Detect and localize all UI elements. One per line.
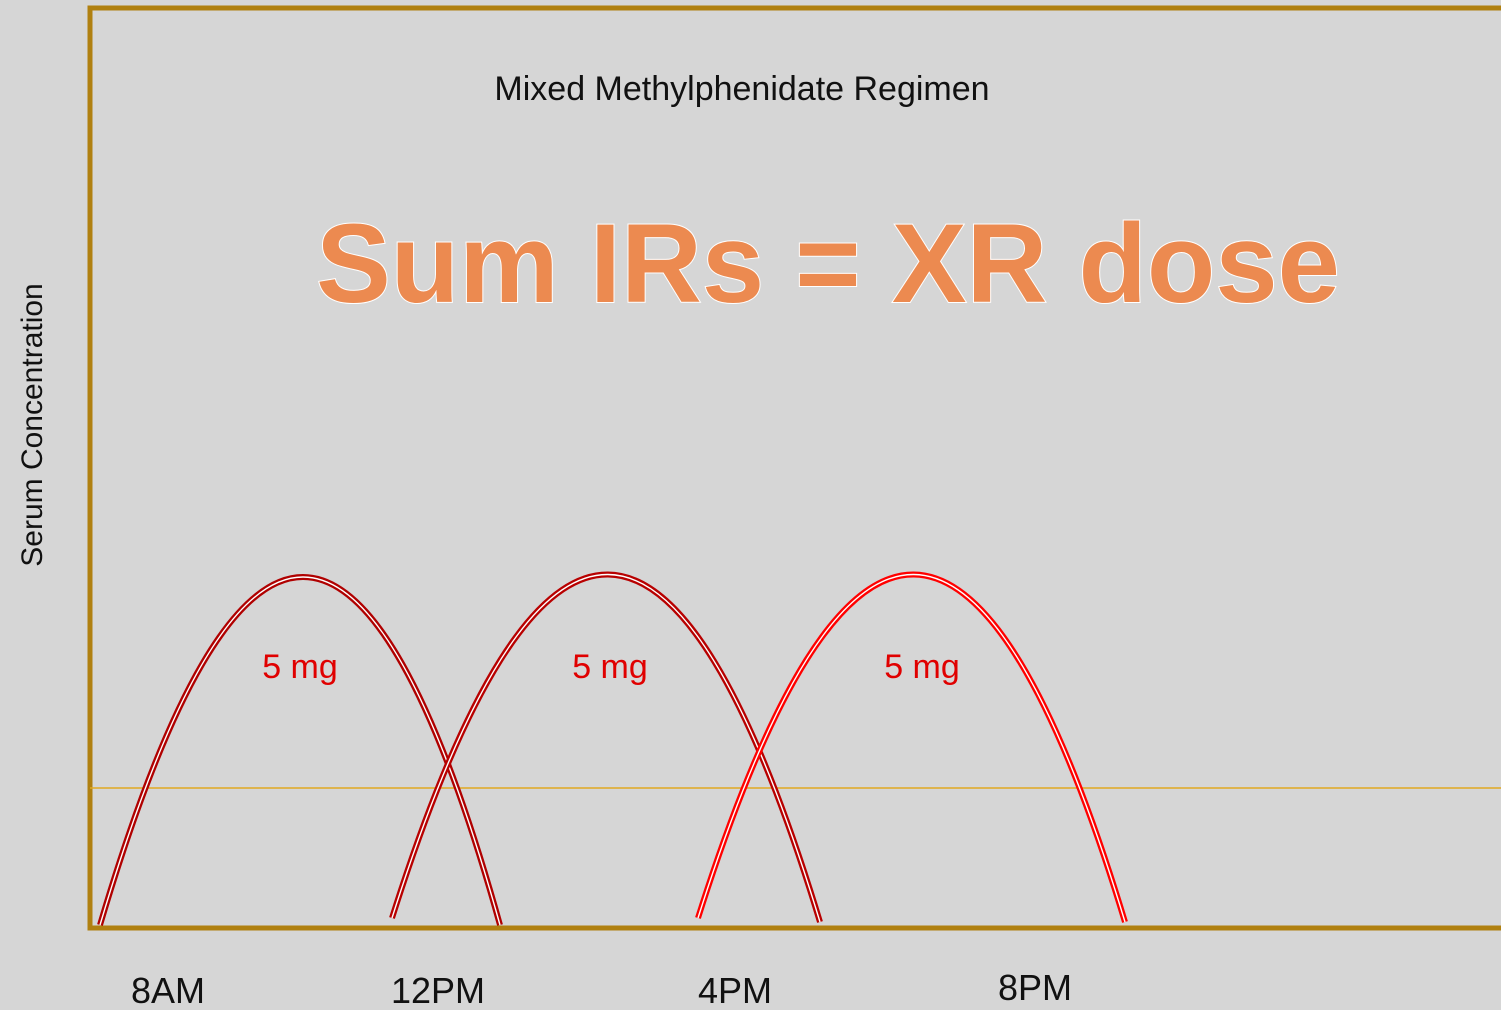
dose-curve-highlight: [99, 576, 501, 926]
x-label: 12PM: [391, 970, 485, 1010]
dose-label: 5 mg: [262, 648, 338, 686]
heading: Sum IRs = XR dose: [316, 201, 1340, 326]
x-label: 8AM: [131, 970, 205, 1010]
y-axis-label: Serum Concentration: [16, 283, 49, 566]
x-label: 8PM: [998, 967, 1072, 1008]
dose-curve-highlight: [697, 573, 1126, 923]
dose-label: 5 mg: [572, 648, 648, 686]
dose-label: 5 mg: [884, 648, 960, 686]
curves: [97, 571, 1128, 926]
x-label: 4PM: [698, 970, 772, 1010]
title: Mixed Methylphenidate Regimen: [494, 70, 989, 108]
frame: [87, 5, 1501, 931]
